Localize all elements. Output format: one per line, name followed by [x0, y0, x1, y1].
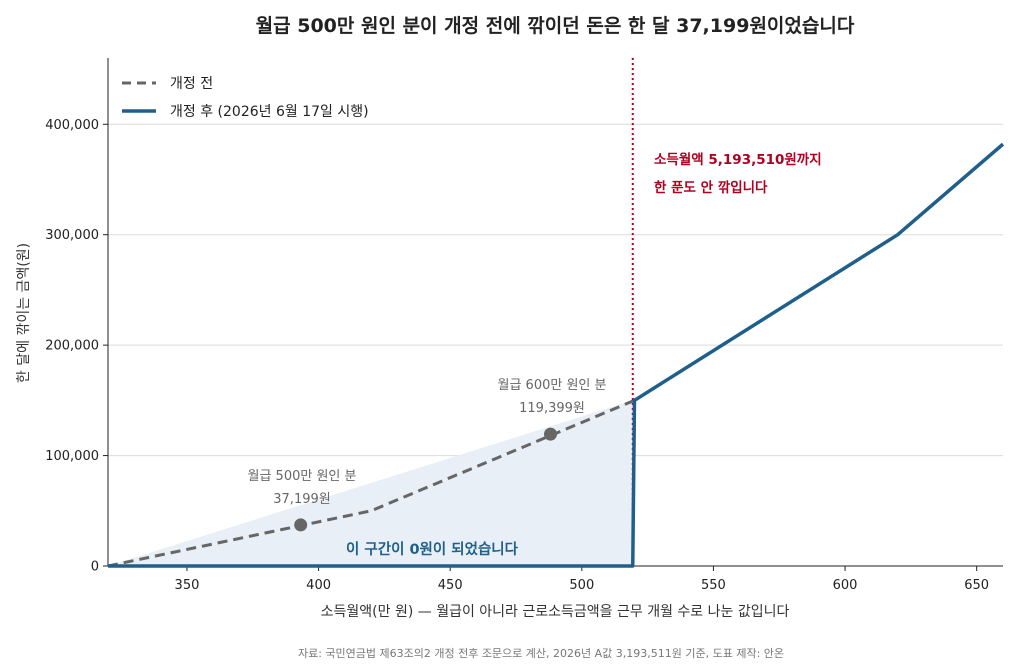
x-tick-label: 600: [833, 578, 858, 593]
highlight-points: [294, 427, 557, 532]
y-tick-label: 0: [91, 560, 99, 575]
y-tick-label: 300,000: [45, 228, 99, 243]
legend-after-label: 개정 후 (2026년 6월 17일 시행): [170, 104, 369, 120]
x-tick-label: 500: [569, 578, 594, 593]
plot-area: 0 100,000 200,000 300,000 400,000 350 400 450 5…: [45, 58, 1005, 593]
zero-zone-annotation: 이 구간이 0원이 되었습니다: [346, 540, 519, 558]
y-tick-label: 200,000: [45, 339, 99, 354]
y-axis-label: 한 달에 깎이는 금액(원): [16, 243, 32, 383]
y-tick-label: 400,000: [45, 118, 99, 133]
source-note: 자료: 국민연금법 제63조의2 개정 전후 조문으로 계산, 2026년 A값…: [298, 647, 784, 660]
x-tick-label: 650: [964, 578, 989, 593]
point1-label-line1: 월급 500만 원인 분: [248, 469, 357, 484]
x-tick-label: 450: [438, 578, 463, 593]
threshold-annotation-line2: 한 푼도 안 깎입니다: [654, 179, 768, 196]
threshold-annotation-line1: 소득월액 5,193,510원까지: [654, 151, 822, 168]
x-tick-label: 400: [306, 578, 331, 593]
series-before-line: [107, 398, 636, 568]
x-tick-label: 350: [175, 578, 200, 593]
legend-before-label: 개정 전: [170, 76, 213, 92]
x-tick-label: 550: [701, 578, 726, 593]
point2-label-line1: 월급 600만 원인 분: [498, 378, 607, 393]
point1-label-line2: 37,199원: [273, 492, 330, 507]
x-axis-label: 소득월액(만 원) — 월급이 아니라 근로소득금액을 근무 개월 수로 나눈 …: [321, 604, 790, 620]
highlight-point: [543, 427, 557, 441]
point2-label-line2: 119,399원: [519, 401, 585, 416]
highlight-point: [294, 518, 308, 532]
x-ticks: 350 400 450 500 550 600 650: [175, 566, 989, 593]
chart-title: 월급 500만 원인 분이 개정 전에 깎이던 돈은 한 달 37,199원이었…: [256, 15, 855, 37]
zero-zone-shade: [108, 400, 633, 566]
y-ticks: 0 100,000 200,000 300,000 400,000: [45, 118, 108, 575]
legend: 개정 전 개정 후 (2026년 6월 17일 시행): [122, 76, 369, 120]
y-tick-label: 100,000: [45, 449, 99, 464]
series-after-line: [108, 142, 1005, 568]
